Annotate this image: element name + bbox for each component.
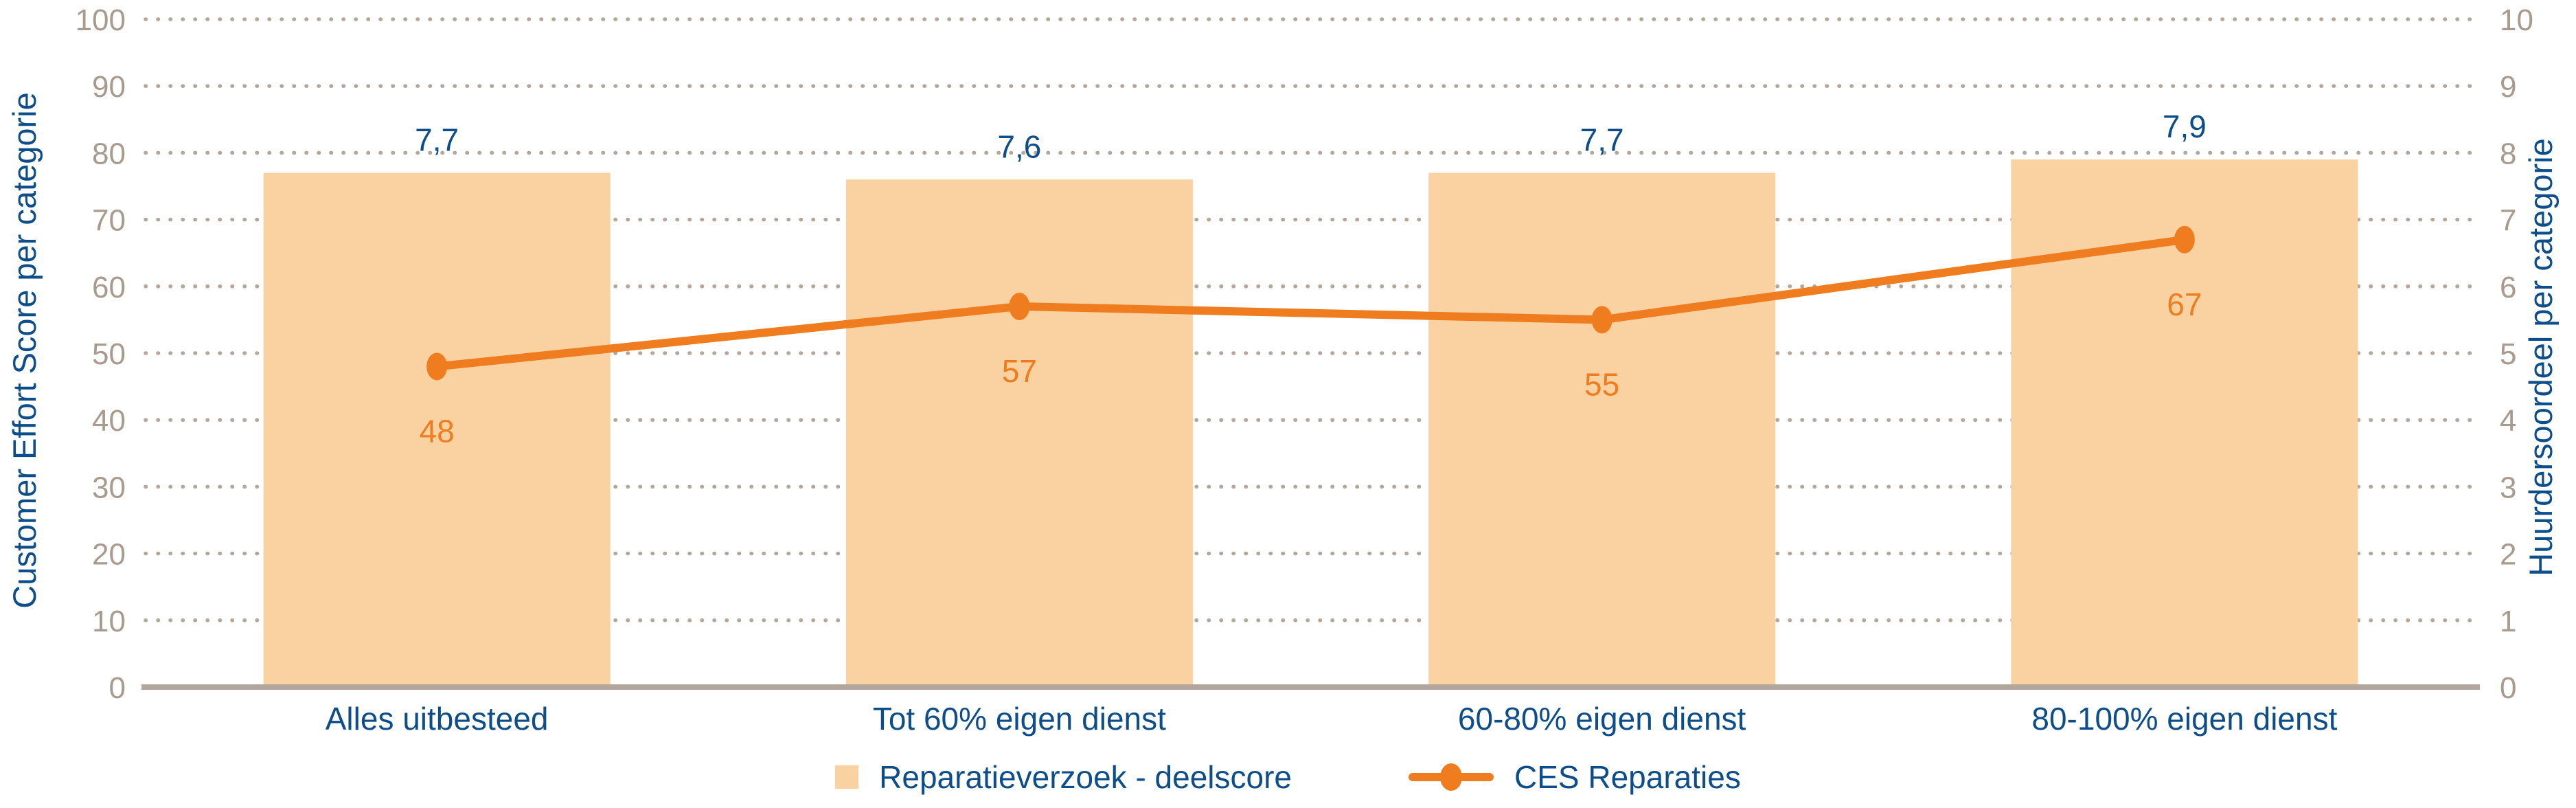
y-tick-label-right: 2 — [2500, 538, 2516, 572]
y-tick-label-left: 50 — [92, 337, 126, 371]
y-tick-label-left: 70 — [92, 204, 126, 238]
x-category-label: Tot 60% eigen dienst — [873, 701, 1166, 737]
ces-point — [426, 352, 448, 381]
plot-area: 0 0 10 1 20 2 30 3 40 4 50 5 60 6 70 7 80 8 90 9 100 10 7,7 7,6… — [76, 3, 2533, 737]
ces-point — [1591, 306, 1612, 334]
y-tick-label-right: 10 — [2500, 3, 2533, 37]
bar-value-label: 7,7 — [1580, 122, 1624, 158]
x-category-label: Alles uitbesteed — [326, 701, 549, 737]
y-tick-label-left: 40 — [92, 404, 126, 438]
bar-series-swatch-icon — [835, 765, 859, 789]
ces-point — [1009, 292, 1030, 320]
y-tick-label-left: 90 — [92, 70, 126, 104]
ces-point-label: 57 — [1002, 353, 1037, 389]
y-tick-label-left: 60 — [92, 271, 126, 304]
ces-point-label: 67 — [2167, 287, 2202, 322]
y-tick-label-right: 8 — [2500, 137, 2516, 170]
bar — [263, 172, 611, 687]
ces-point-label: 48 — [420, 413, 455, 449]
x-category-label: 80-100% eigen dienst — [2031, 701, 2337, 737]
legend-item-line-series: CES Reparaties — [1409, 759, 1741, 796]
ces-point — [2174, 225, 2195, 254]
legend-label-bar-series: Reparatieverzoek - deelscore — [879, 759, 1292, 795]
y-tick-label-right: 7 — [2500, 204, 2516, 238]
y-tick-label-right: 0 — [2500, 671, 2516, 705]
line-series-marker-icon — [1409, 763, 1494, 791]
y-tick-label-right: 4 — [2500, 404, 2516, 438]
bar-value-label: 7,9 — [2163, 109, 2207, 144]
ces-line — [433, 235, 2189, 371]
left-axis-title: Customer Effort Score per categorie — [6, 92, 43, 608]
y-tick-label-right: 6 — [2500, 271, 2516, 304]
right-axis-title: Huurdersoordeel per categorie — [2522, 138, 2559, 576]
bar-value-label: 7,7 — [415, 122, 459, 158]
y-tick-label-right: 1 — [2500, 605, 2516, 638]
y-tick-label-left: 80 — [92, 137, 126, 170]
y-tick-label-right: 3 — [2500, 471, 2516, 504]
bar — [1428, 172, 1776, 687]
y-tick-label-left: 0 — [109, 671, 126, 705]
ces-point-label: 55 — [1584, 366, 1619, 402]
y-tick-label-left: 100 — [76, 3, 126, 37]
legend-label-line-series: CES Reparaties — [1514, 759, 1741, 795]
y-tick-label-left: 30 — [92, 471, 126, 504]
legend: Reparatieverzoek - deelscore CES Reparat… — [0, 754, 2576, 800]
bar-value-label: 7,6 — [997, 128, 1041, 164]
y-tick-label-right: 9 — [2500, 70, 2516, 104]
legend-item-bar-series: Reparatieverzoek - deelscore — [835, 759, 1292, 796]
x-category-label: 60-80% eigen dienst — [1458, 701, 1746, 737]
y-tick-label-right: 5 — [2500, 337, 2516, 371]
y-tick-label-left: 10 — [92, 605, 126, 638]
y-tick-label-left: 20 — [92, 538, 126, 572]
bar — [845, 179, 1193, 687]
